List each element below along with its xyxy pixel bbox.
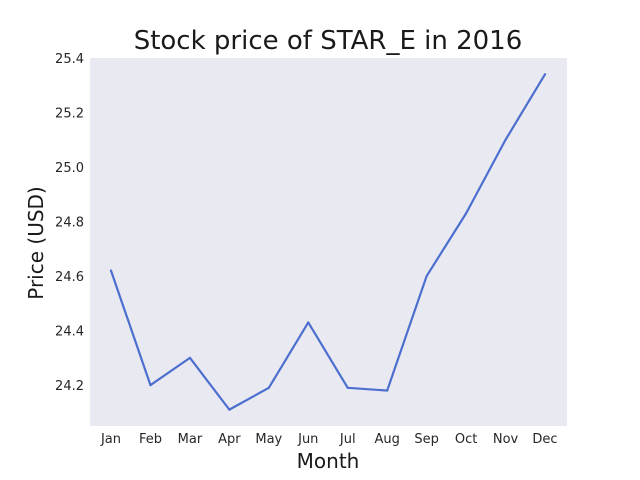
plot-area	[90, 58, 567, 426]
y-tick-label: 25.0	[55, 161, 84, 176]
y-tick-label: 24.6	[55, 270, 84, 285]
x-tick-label: Feb	[139, 432, 162, 447]
y-tick-label: 24.4	[55, 325, 84, 340]
data-point	[543, 73, 547, 76]
data-point	[346, 386, 349, 389]
y-tick-label: 25.4	[55, 52, 84, 67]
x-tick-label: Apr	[218, 432, 241, 447]
x-tick-label: Jul	[339, 432, 356, 447]
data-point	[109, 269, 113, 272]
x-tick-label: Sep	[414, 432, 439, 447]
x-axis-ticks: Jan Feb Mar Apr May Jun Jul Aug Sep Oct Nov Dec	[100, 432, 558, 447]
x-tick-label: Dec	[532, 432, 557, 447]
data-point	[228, 408, 231, 411]
data-point	[504, 138, 507, 141]
x-tick-label: Jun	[297, 432, 318, 447]
y-tick-label: 25.2	[55, 107, 84, 122]
y-axis-ticks: 24.2 24.4 24.6 24.8 25.0 25.2 25.4	[55, 52, 84, 394]
x-tick-label: Aug	[374, 432, 399, 447]
data-point	[267, 386, 270, 389]
x-tick-label: Nov	[493, 432, 519, 447]
x-tick-label: May	[255, 432, 282, 447]
series-layer	[109, 73, 547, 411]
data-point	[307, 321, 310, 324]
x-tick-label: Mar	[178, 432, 203, 447]
x-tick-label: Jan	[100, 432, 121, 447]
series-line	[109, 73, 547, 411]
y-tick-label: 24.8	[55, 216, 84, 231]
x-tick-label: Oct	[455, 432, 477, 447]
data-point	[188, 356, 192, 359]
x-axis-label: Month	[297, 449, 360, 473]
chart-title: Stock price of STAR_E in 2016	[134, 26, 523, 56]
data-point	[464, 212, 468, 215]
data-point	[386, 389, 389, 392]
y-axis-label: Price (USD)	[24, 186, 48, 300]
y-tick-label: 24.2	[55, 379, 84, 394]
data-point	[425, 274, 428, 278]
data-point	[149, 384, 152, 387]
